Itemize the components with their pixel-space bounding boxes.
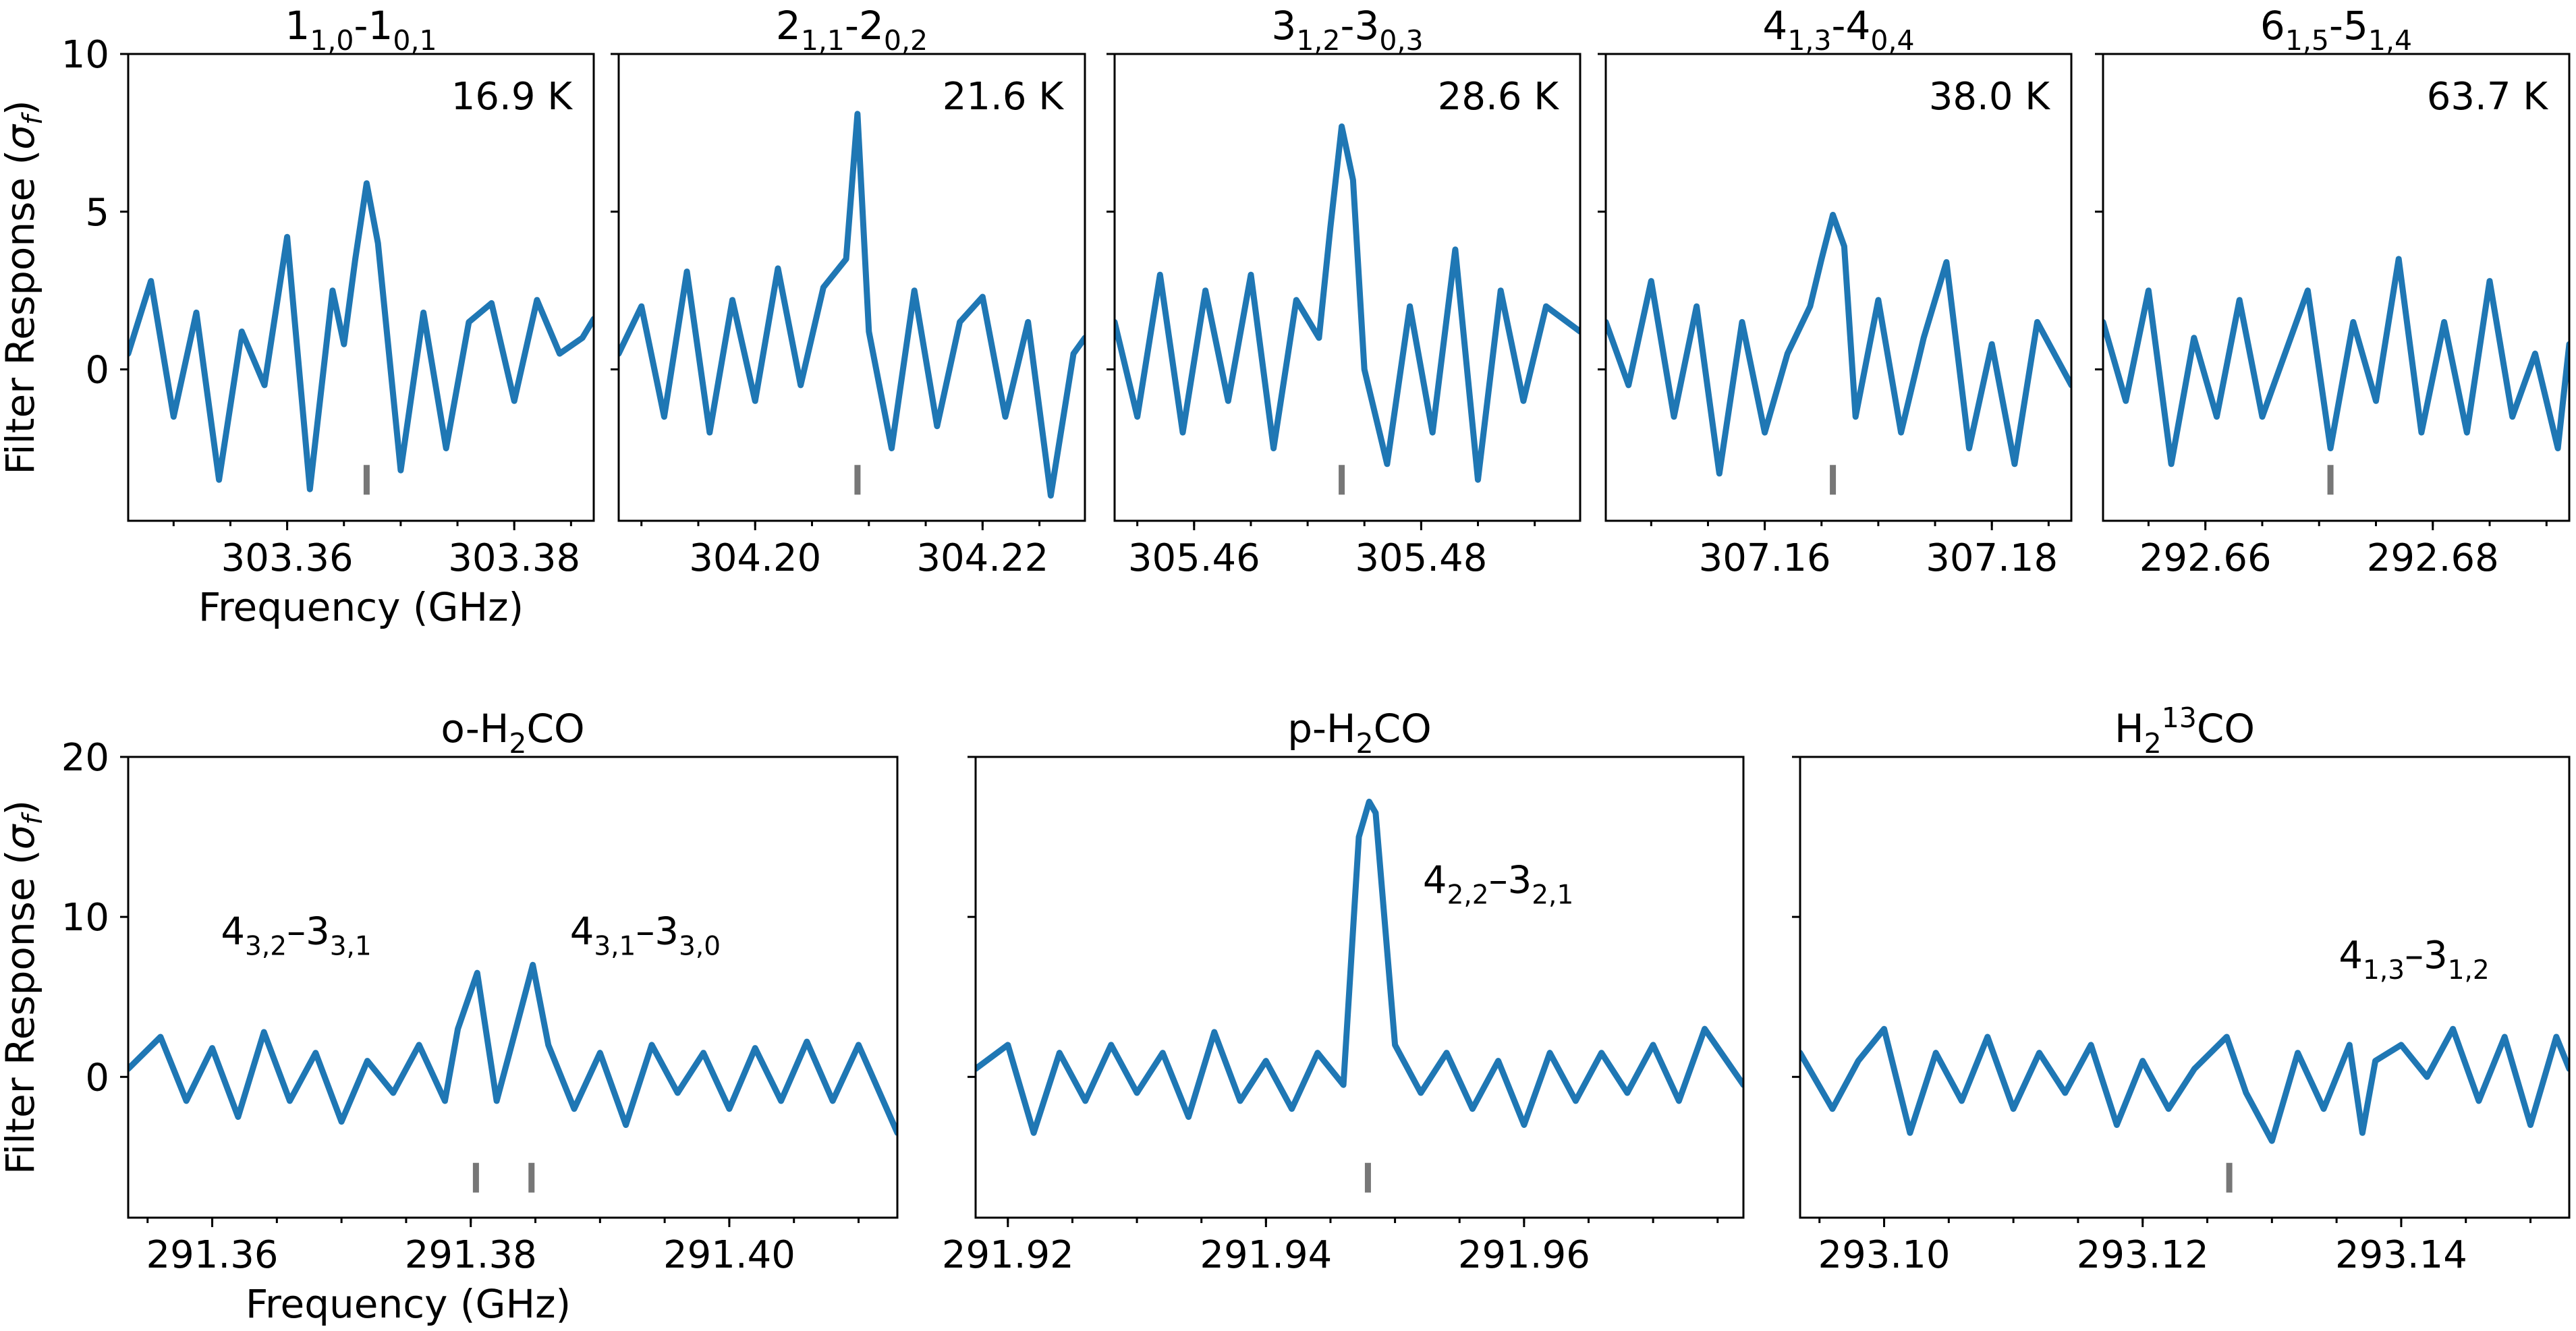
x-tick-label: 291.36 [146, 1233, 279, 1277]
transition-label: 41,3–31,2​ [2339, 934, 2489, 986]
panel-title: o-H2CO [441, 706, 584, 760]
plot-frame [2102, 53, 2571, 522]
x-tick-label: 293.10 [1818, 1233, 1951, 1277]
x-tick-label: 291.38 [405, 1233, 537, 1277]
x-tick-label: 304.20 [689, 536, 821, 580]
panel-6: o-H2CO 43,2–33,1​ 43,1–33,0​ 0 10 20 291.36 291… [0, 706, 899, 1327]
panel-4: 41,3-40,4​ 38.0 K 307.16 307.18 [1598, 3, 2073, 580]
y-axis-label: Filter Response (σf) [0, 100, 49, 474]
temperature-label: 28.6 K [1438, 75, 1559, 119]
panel-2: 21,1-20,2​ 21.6 K 304.20 304.22 [611, 3, 1086, 580]
y-axis-label: Filter Response (σf) [0, 800, 49, 1174]
x-tick-label: 305.48 [1355, 536, 1487, 580]
x-tick-label: 293.14 [2335, 1233, 2467, 1277]
spectrum-line [1115, 123, 1580, 483]
x-axis-label: Frequency (GHz) [246, 1281, 571, 1327]
plot-frame [127, 53, 595, 522]
panel-7: p-H2CO 42,2–32,1​ 291.92 291.94 291.96 [942, 706, 1745, 1277]
panel-title: 21,1-20,2​ [776, 3, 928, 57]
spectrum-line [128, 180, 594, 492]
x-tick-label: 292.66 [2139, 536, 2272, 580]
plot-frame [617, 53, 1086, 522]
temperature-label: 16.9 K [451, 75, 573, 119]
x-tick-label: 307.16 [1699, 536, 1831, 580]
spectrum-line [619, 111, 1085, 499]
y-tick-label: 0 [85, 1056, 109, 1100]
panel-1: 11,0-10,1​ 16.9 K 0 5 10 303.36 303.38Frequenc… [0, 3, 595, 630]
plot-frame [1113, 53, 1581, 522]
x-tick-label: 307.18 [1926, 536, 2058, 580]
spectrum-line [128, 961, 897, 1136]
panel-title: 41,3-40,4​ [1762, 3, 1914, 57]
x-tick-label: 293.12 [2077, 1233, 2209, 1277]
plot-frame [974, 756, 1745, 1219]
x-tick-label: 303.36 [221, 536, 354, 580]
x-tick-label: 291.94 [1200, 1233, 1332, 1277]
x-tick-label: 305.46 [1128, 536, 1260, 580]
transition-label: 43,1–33,0​ [570, 909, 721, 961]
panel-5: 61,5-51,4​ 63.7 K 292.66 292.68 [2095, 3, 2571, 580]
x-tick-label: 291.96 [1458, 1233, 1590, 1277]
y-tick-label: 10 [61, 33, 109, 77]
y-tick-label: 20 [61, 736, 109, 780]
plot-frame [1604, 53, 2073, 522]
panel-title: 11,0-10,1​ [285, 3, 437, 57]
panel-title: H213CO [2115, 702, 2255, 760]
spectrum-line [1800, 1025, 2569, 1144]
plot-frame [1799, 756, 2571, 1219]
x-axis-label: Frequency (GHz) [198, 584, 524, 630]
panel-title: 31,2-30,3​ [1271, 3, 1423, 57]
x-tick-label: 291.40 [663, 1233, 795, 1277]
plot-frame [127, 756, 899, 1219]
spectrum-line [2103, 256, 2569, 468]
temperature-label: 38.0 K [1929, 75, 2050, 119]
panel-8: H213CO 41,3–31,2​ 293.10 293.12 293.14 [1792, 702, 2571, 1277]
x-tick-label: 304.22 [916, 536, 1048, 580]
spectrum-line [976, 798, 1743, 1136]
x-tick-label: 291.92 [942, 1233, 1074, 1277]
x-tick-label: 292.68 [2367, 536, 2499, 580]
transition-label: 42,2–32,1​ [1423, 859, 1573, 911]
panel-title: 61,5-51,4​ [2260, 3, 2412, 57]
panel-title: p-H2CO [1287, 706, 1432, 760]
temperature-label: 21.6 K [943, 75, 1064, 119]
spectrum-line [1606, 212, 2071, 477]
panel-3: 31,2-30,3​ 28.6 K 305.46 305.48 [1107, 3, 1581, 580]
temperature-label: 63.7 K [2427, 75, 2548, 119]
y-tick-label: 10 [61, 896, 109, 940]
transition-label: 43,2–33,1​ [221, 909, 371, 961]
y-tick-label: 0 [85, 349, 109, 393]
y-tick-label: 5 [85, 191, 109, 235]
x-tick-label: 303.38 [448, 536, 580, 580]
